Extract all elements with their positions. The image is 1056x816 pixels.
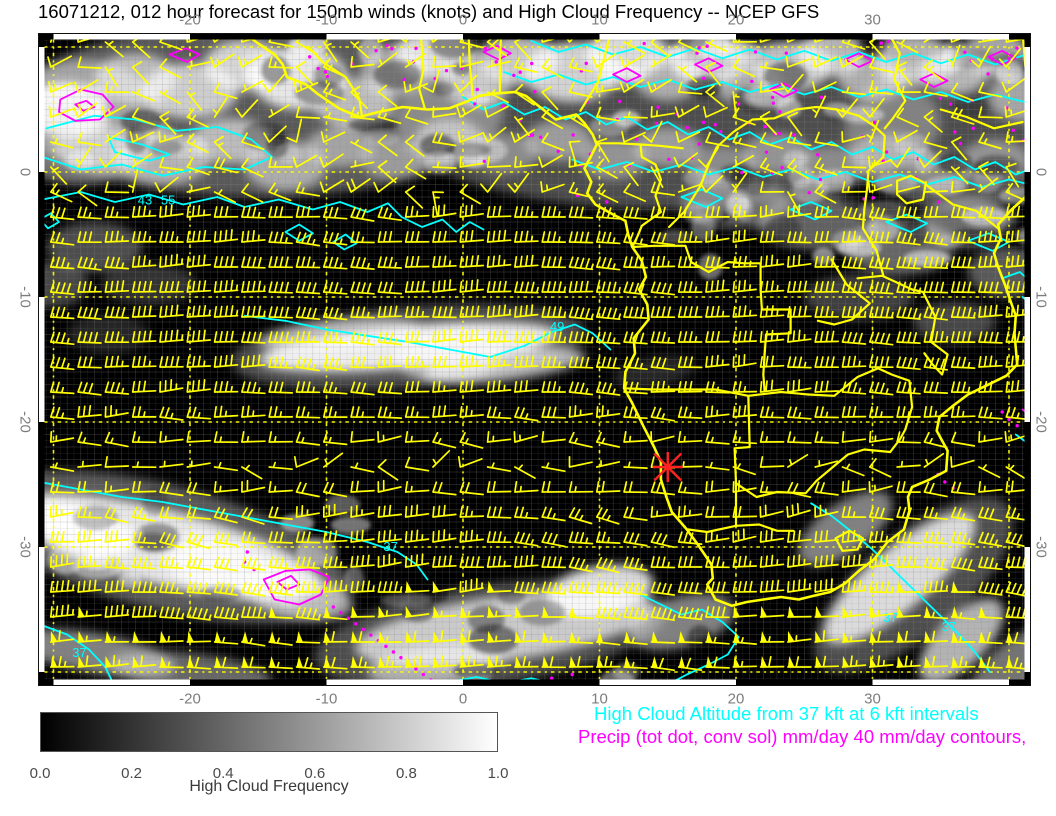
lon-tick-label-bottom: 0	[458, 690, 468, 708]
lon-tick-label-top: 0	[458, 11, 468, 29]
wind-barbs	[46, 33, 1031, 672]
lat-tick-label-left: -10	[16, 286, 34, 308]
lat-tick-label-right: -10	[1032, 286, 1050, 308]
contour-label: 49	[550, 319, 564, 334]
lat-tick-label-left: 0	[16, 167, 34, 177]
lon-tick-label-bottom: 30	[864, 690, 881, 708]
colorbar-tick-label: 0.2	[121, 765, 143, 782]
contour-label: 37	[383, 539, 397, 554]
lon-tick-label-bottom: -10	[315, 690, 338, 708]
contour-label: 43	[138, 193, 152, 208]
colorbar-tick-label: 0.4	[212, 765, 234, 782]
lon-tick-label-top: 20	[727, 11, 745, 29]
page-title: 16071212, 012 hour forecast for 150mb wi…	[38, 1, 820, 22]
lat-tick-label-right: -30	[1032, 536, 1050, 558]
lon-tick-label-bottom: -20	[179, 690, 201, 708]
contour-label: 37	[883, 610, 897, 625]
colorbar-tick-label: 0.8	[395, 765, 417, 782]
colorbar-tick-label: 0.6	[304, 765, 326, 782]
site-marker-star	[652, 452, 683, 482]
lon-tick-label-bottom: 10	[591, 690, 608, 708]
contour-label: 37	[942, 619, 956, 634]
lon-tick-label-top: 30	[864, 11, 881, 29]
lat-tick-label-left: -20	[16, 411, 34, 433]
forecast-map: 4355493737373737	[38, 33, 1031, 686]
colorbar-title: High Cloud Frequency	[189, 778, 349, 795]
lon-tick-label-top: -10	[315, 11, 338, 29]
lon-tick-label-bottom: 20	[727, 690, 745, 708]
contour-label: 37	[72, 645, 86, 660]
map-frame	[38, 33, 1031, 686]
lat-tick-label-right: 0	[1032, 167, 1050, 177]
legend-precip: Precip (tot dot, conv sol) mm/day 40 mm/…	[578, 726, 1027, 747]
contour-label: 55	[161, 193, 175, 208]
colorbar-gradient	[40, 712, 498, 752]
lat-tick-label-right: -20	[1032, 411, 1050, 433]
colorbar-tick-label: 0.0	[29, 765, 51, 782]
lon-tick-label-top: 10	[591, 11, 608, 29]
lon-tick-label-top: -20	[179, 11, 201, 29]
lat-tick-label-left: -30	[16, 536, 34, 558]
colorbar-tick-label: 1.0	[487, 765, 509, 782]
legend-cloud-altitude: High Cloud Altitude from 37 kft at 6 kft…	[594, 703, 979, 724]
